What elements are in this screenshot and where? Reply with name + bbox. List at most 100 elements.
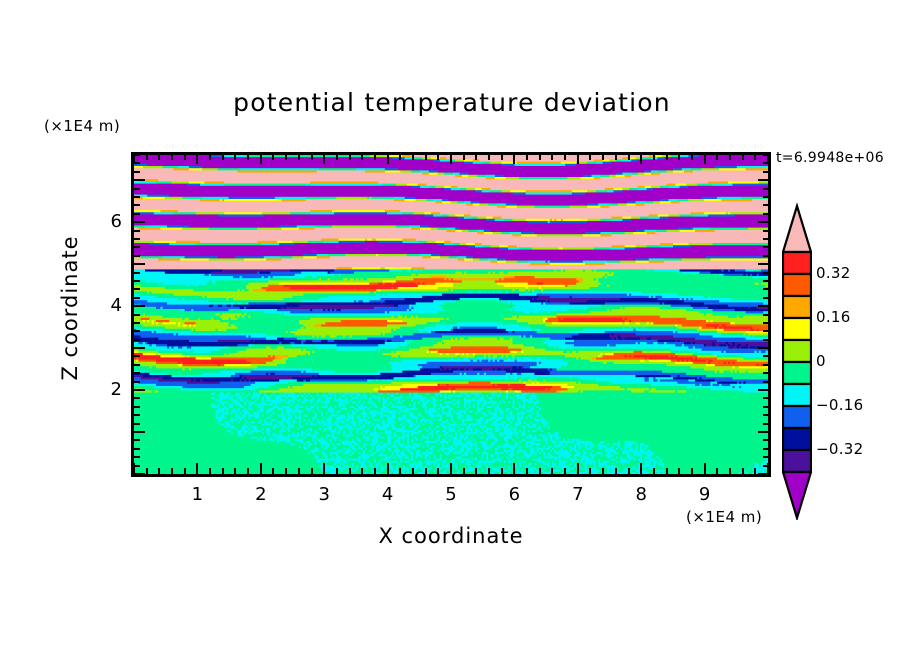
- tick-mark: [196, 155, 199, 164]
- tick-mark: [134, 414, 140, 417]
- tick-mark: [158, 468, 161, 474]
- tick-mark: [754, 155, 757, 160]
- tick-mark: [134, 305, 145, 308]
- tick-mark: [134, 363, 140, 366]
- tick-mark: [171, 468, 174, 474]
- colorbar-label: 0.32: [816, 264, 851, 282]
- timestamp-annotation: t=6.9948e+06: [776, 150, 884, 166]
- tick-mark: [488, 155, 491, 160]
- tick-mark: [183, 468, 186, 474]
- contour-plot-area[interactable]: [134, 155, 768, 474]
- tick-mark: [145, 468, 148, 474]
- tick-mark: [134, 347, 145, 350]
- tick-mark: [763, 296, 768, 299]
- tick-mark: [310, 468, 313, 474]
- tick-mark: [134, 456, 140, 459]
- tick-mark: [134, 372, 140, 375]
- tick-mark: [462, 155, 465, 160]
- tick-mark: [424, 468, 427, 474]
- tick-mark: [134, 380, 140, 383]
- tick-mark: [763, 405, 768, 408]
- tick-mark: [134, 237, 140, 240]
- tick-mark: [386, 155, 389, 164]
- tick-mark: [665, 468, 668, 474]
- colorbar[interactable]: [781, 200, 813, 522]
- tick-mark: [361, 155, 364, 160]
- x-tick-label: 7: [572, 484, 584, 505]
- tick-mark: [134, 271, 140, 274]
- tick-mark: [488, 468, 491, 474]
- tick-mark: [335, 468, 338, 474]
- tick-mark: [703, 463, 706, 474]
- tick-mark: [134, 330, 140, 333]
- tick-mark: [763, 204, 768, 207]
- tick-mark: [209, 468, 212, 474]
- tick-mark: [763, 338, 768, 341]
- tick-mark: [690, 468, 693, 474]
- colorbar-label: 0.16: [816, 308, 851, 326]
- tick-mark: [627, 155, 630, 160]
- tick-mark: [134, 195, 140, 198]
- tick-mark: [134, 254, 140, 257]
- tick-mark: [576, 463, 579, 474]
- tick-mark: [640, 155, 643, 164]
- tick-mark: [741, 155, 744, 160]
- tick-mark: [758, 179, 768, 182]
- tick-mark: [285, 468, 288, 474]
- tick-mark: [763, 162, 768, 165]
- tick-mark: [763, 422, 768, 425]
- tick-mark: [758, 263, 768, 266]
- tick-mark: [716, 468, 719, 474]
- tick-mark: [134, 204, 140, 207]
- tick-mark: [399, 468, 402, 474]
- tick-mark: [763, 229, 768, 232]
- tick-mark: [134, 313, 140, 316]
- y-tick-label: 6: [110, 211, 122, 233]
- tick-mark: [758, 431, 768, 434]
- tick-mark: [386, 463, 389, 474]
- tick-mark: [411, 468, 414, 474]
- tick-mark: [196, 463, 199, 474]
- tick-mark: [297, 468, 300, 474]
- x-tick-label: 4: [381, 484, 394, 505]
- x-axis-unit-label: (×1E4 m): [686, 508, 763, 526]
- y-tick-label: 2: [110, 379, 122, 401]
- tick-mark: [158, 155, 161, 160]
- x-axis-title: X coordinate: [378, 524, 524, 548]
- tick-mark: [134, 439, 140, 442]
- x-tick-label: 9: [698, 484, 711, 505]
- tick-mark: [763, 279, 768, 282]
- tick-mark: [551, 468, 554, 474]
- tick-mark: [763, 447, 768, 450]
- tick-mark: [758, 221, 768, 224]
- tick-mark: [475, 155, 478, 160]
- tick-mark: [716, 155, 719, 160]
- x-tick-label: 3: [318, 484, 330, 505]
- tick-mark: [763, 237, 768, 240]
- tick-mark: [424, 155, 427, 160]
- tick-mark: [640, 463, 643, 474]
- tick-mark: [627, 468, 630, 474]
- tick-mark: [741, 468, 744, 474]
- tick-mark: [763, 246, 768, 249]
- tick-mark: [763, 397, 768, 400]
- tick-mark: [602, 155, 605, 160]
- tick-mark: [450, 155, 452, 164]
- tick-mark: [678, 155, 681, 160]
- tick-mark: [134, 431, 145, 434]
- tick-mark: [758, 305, 768, 308]
- tick-mark: [134, 229, 140, 232]
- tick-mark: [763, 154, 768, 156]
- tick-mark: [335, 155, 338, 160]
- contour-field: [134, 155, 768, 474]
- tick-mark: [652, 468, 655, 474]
- tick-mark: [703, 155, 706, 164]
- tick-mark: [134, 296, 140, 299]
- tick-mark: [462, 468, 465, 474]
- tick-mark: [690, 155, 693, 160]
- tick-mark: [589, 468, 592, 474]
- tick-mark: [272, 155, 275, 160]
- tick-mark: [361, 468, 364, 474]
- tick-mark: [728, 468, 731, 474]
